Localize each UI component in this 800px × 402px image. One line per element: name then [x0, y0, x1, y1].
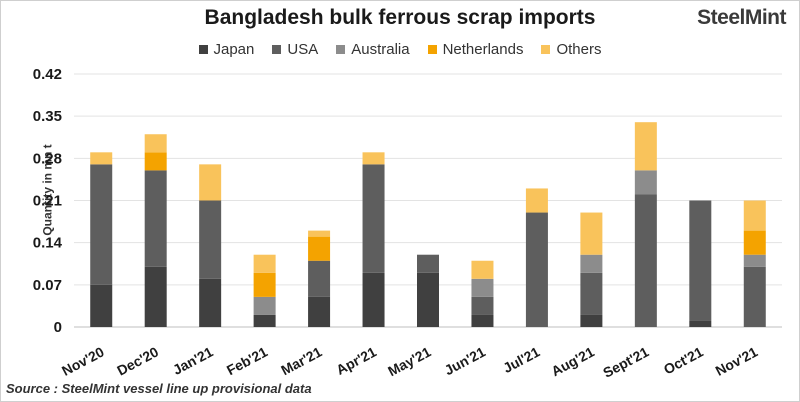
bar-segment-others [580, 212, 603, 255]
x-tick-label: Dec'20 [114, 343, 161, 378]
legend-item: Japan [198, 41, 255, 58]
x-tick-label: Nov'20 [59, 343, 107, 379]
x-tick-label: Jul'21 [500, 343, 542, 376]
legend-item: Others [541, 41, 601, 58]
legend-swatch [272, 45, 282, 54]
bar-segment-others [308, 230, 331, 237]
y-tick-label: 0.14 [33, 235, 63, 252]
bar-segment-japan [253, 314, 276, 327]
x-tick-label: Aug'21 [549, 343, 597, 379]
y-tick-label: 0 [54, 319, 62, 336]
y-tick-label: 0.35 [33, 108, 62, 125]
bar-segment-japan [362, 272, 385, 327]
bar-segment-japan [417, 272, 439, 327]
bar-segment-others [90, 152, 113, 165]
x-tick-label: Mar'21 [278, 343, 324, 378]
bar-segment-japan [689, 320, 712, 327]
bar-segment-others [743, 200, 766, 231]
x-tick-label: Sept'21 [600, 343, 651, 380]
bar-segment-others [634, 122, 657, 171]
legend-item: USA [272, 41, 318, 58]
y-tick-label: 0.21 [33, 193, 62, 210]
bar-segment-japan [471, 314, 494, 327]
y-tick-label: 0.28 [33, 150, 62, 167]
x-tick-label: Oct'21 [661, 343, 706, 377]
bar-segment-others [199, 164, 222, 201]
legend-label: Others [556, 41, 602, 58]
bar-segment-netherlands [253, 272, 276, 297]
bar-segment-netherlands [308, 236, 331, 261]
bar-segment-australia [743, 254, 766, 267]
bar-segment-usa [525, 212, 548, 327]
legend-label: Japan [213, 41, 255, 58]
x-tick-label: Feb'21 [224, 343, 270, 378]
bar-segment-usa [634, 194, 657, 327]
bar-segment-usa [362, 164, 385, 273]
bar-segment-japan [144, 266, 167, 327]
bar-segment-usa [743, 266, 766, 327]
legend-item: Netherlands [427, 41, 524, 58]
bar-segment-others [253, 254, 276, 273]
x-tick-label: May'21 [385, 343, 433, 379]
bar-segment-japan [199, 278, 222, 327]
bar-segment-usa [471, 296, 494, 315]
bar-segment-japan [580, 314, 603, 327]
bar-segment-netherlands [144, 152, 167, 171]
source-note: Source : SteelMint vessel line up provis… [6, 381, 312, 396]
legend-item: Australia [336, 41, 410, 58]
legend-label: Netherlands [442, 41, 524, 58]
legend-swatch [336, 45, 346, 54]
bar-segment-australia [580, 254, 603, 273]
bar-segment-others [471, 260, 494, 279]
bar-segment-others [525, 188, 548, 213]
legend-swatch [541, 45, 551, 54]
legend-swatch [427, 45, 437, 54]
bar-segment-usa [199, 200, 222, 279]
bar-segment-usa [580, 272, 603, 315]
chart-legend: Japan USA Australia Netherlands Others [0, 41, 800, 58]
legend-label: USA [287, 41, 319, 58]
bar-segment-usa [308, 260, 331, 297]
bar-segment-others [362, 152, 385, 165]
bar-segment-australia [471, 278, 494, 297]
bar-segment-japan [308, 296, 331, 327]
brand-logo: SteelMint [697, 6, 786, 30]
x-tick-label: Apr'21 [333, 343, 379, 377]
bar-segment-usa [417, 254, 439, 273]
y-tick-label: 0.07 [33, 277, 62, 294]
bar-segment-usa [689, 200, 712, 321]
brand-logo-text: SteelMint [697, 6, 786, 29]
x-tick-label: Nov'21 [713, 343, 761, 379]
bar-segment-usa [144, 170, 167, 267]
bar-segment-netherlands [743, 230, 766, 255]
bar-segment-australia [634, 170, 657, 195]
y-tick-label: 0.42 [33, 66, 62, 83]
x-tick-label: Jan'21 [170, 343, 216, 377]
legend-label: Australia [351, 41, 410, 58]
bar-segment-australia [253, 296, 276, 315]
chart-title: Bangladesh bulk ferrous scrap imports [204, 6, 596, 29]
legend-swatch [198, 45, 208, 54]
bar-segment-others [144, 134, 167, 153]
x-tick-label: Jun'21 [442, 343, 488, 378]
bar-segment-usa [90, 164, 113, 285]
bar-segment-japan [90, 284, 113, 327]
